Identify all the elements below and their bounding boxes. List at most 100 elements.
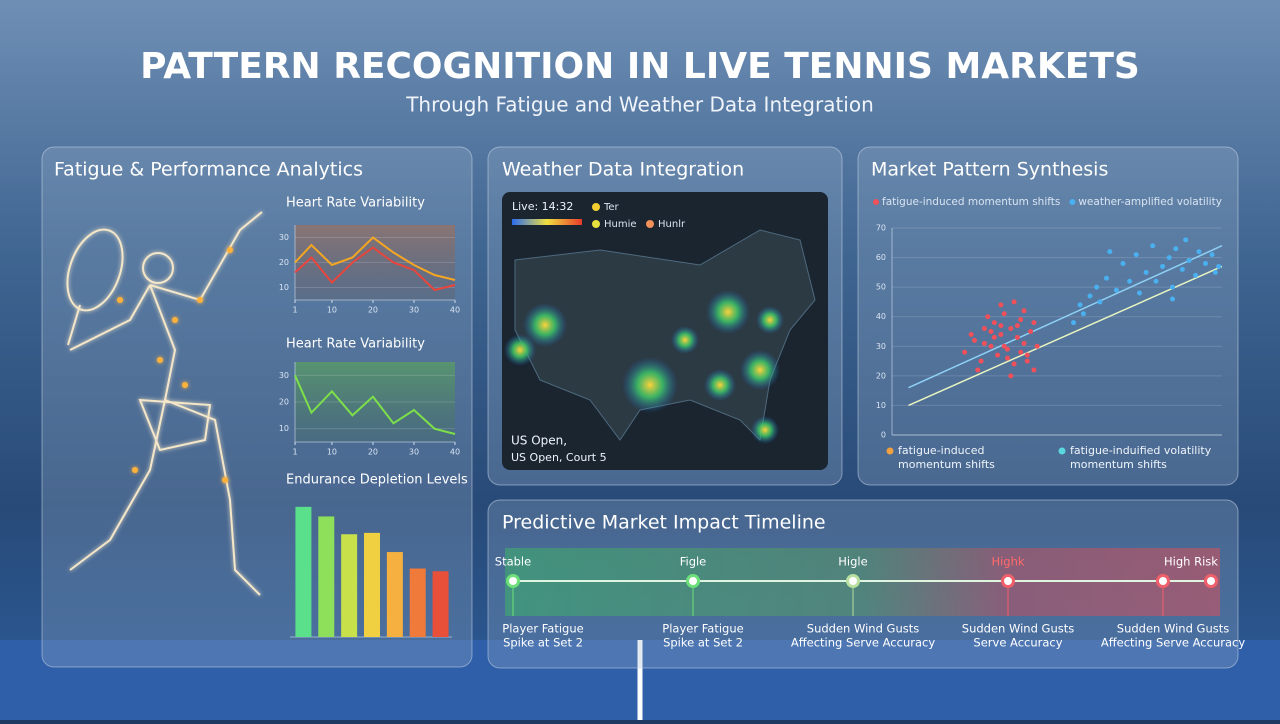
stage-marker xyxy=(846,574,860,588)
panel-title: Market Pattern Synthesis xyxy=(871,159,1108,181)
legend-dot xyxy=(886,447,894,455)
weather-legend: Ter xyxy=(603,202,620,213)
venue: US Open, xyxy=(511,434,567,448)
scatter-point xyxy=(1021,308,1027,314)
scatter-point xyxy=(1137,290,1142,296)
line-series xyxy=(294,246,456,292)
weather-scale xyxy=(512,219,582,225)
scatter-point xyxy=(1080,311,1086,317)
scatter-point xyxy=(1008,373,1014,379)
legend-dot xyxy=(592,203,600,211)
stage-event: Affecting Serve Accuracy xyxy=(791,636,935,650)
scatter-point xyxy=(1034,343,1040,349)
player-figure xyxy=(66,211,263,596)
weather-time: Live: 14:32 xyxy=(512,200,573,213)
x-tick-label: 30 xyxy=(409,448,419,457)
scatter-point xyxy=(968,331,974,337)
scatter-point xyxy=(1166,255,1172,261)
stage-event: Player Fatigue xyxy=(662,622,743,636)
scatter-point xyxy=(985,314,991,320)
y-tick-label: 10 xyxy=(876,401,886,410)
bar xyxy=(364,532,380,637)
scatter-point xyxy=(1143,269,1149,275)
y-tick-label: 50 xyxy=(876,283,886,292)
bar xyxy=(409,568,426,637)
legend-dot xyxy=(1058,447,1066,455)
scatter-point xyxy=(1018,317,1024,323)
scatter-point xyxy=(998,331,1004,337)
y-tick-label: 10 xyxy=(279,424,289,433)
scatter-point xyxy=(998,323,1004,329)
scatter-point xyxy=(1094,284,1100,290)
scatter-point xyxy=(1133,252,1139,258)
trend-line xyxy=(908,265,1223,407)
legend-dot xyxy=(873,199,879,205)
y-tick-label: 70 xyxy=(876,224,886,233)
page-subtitle: Through Fatigue and Weather Data Integra… xyxy=(405,93,874,117)
stage-label: High Risk xyxy=(1164,555,1218,569)
bar xyxy=(318,516,335,637)
y-tick-label: 20 xyxy=(876,371,886,380)
stage-marker xyxy=(1001,574,1015,588)
scatter-point xyxy=(962,349,968,355)
scatter-point xyxy=(981,340,987,346)
scatter-point xyxy=(998,302,1004,308)
map-heat xyxy=(504,290,784,444)
scatter-point xyxy=(991,320,997,326)
trend-line xyxy=(908,245,1223,389)
scatter-point xyxy=(991,334,997,340)
scatter-point xyxy=(1011,299,1017,305)
stage-event: Player Fatigue xyxy=(502,622,583,636)
scatter-point xyxy=(1071,320,1076,326)
scatter-point xyxy=(1077,302,1083,308)
legend-label: fatigue-induified volatility momentum shi… xyxy=(1070,444,1212,471)
chart-title: Endurance Depletion Levels xyxy=(286,473,468,488)
y-tick-label: 60 xyxy=(876,253,886,262)
scatter-point xyxy=(1196,249,1202,255)
scatter-point xyxy=(1008,326,1014,332)
panel-title: Fatigue & Performance Analytics xyxy=(54,159,363,181)
line-series xyxy=(294,236,456,281)
weather-legend: Humie xyxy=(604,219,637,230)
scatter-point xyxy=(1011,361,1017,367)
legend-label: fatigue-induced momentum shifts xyxy=(882,196,1060,208)
scatter-point xyxy=(1170,296,1175,302)
scatter-point xyxy=(981,326,987,332)
x-tick-label: 20 xyxy=(368,448,378,457)
legend-label: fatigue-induced momentum shifts xyxy=(898,444,995,471)
plot-area xyxy=(295,225,455,300)
stage-event: Affecting Serve Accuracy xyxy=(1101,636,1245,650)
scatter-point xyxy=(1014,334,1020,340)
scatter-point xyxy=(1005,346,1010,352)
scatter-point xyxy=(1186,258,1192,264)
scatter-point xyxy=(995,352,1001,358)
scatter-point xyxy=(1173,246,1179,252)
bar xyxy=(432,571,449,637)
scatter-point xyxy=(975,367,981,373)
scatter-point xyxy=(988,329,994,334)
bar xyxy=(386,552,403,637)
scatter-point xyxy=(1031,367,1037,373)
scatter-point xyxy=(1097,299,1103,305)
scatter-point xyxy=(1216,263,1222,269)
y-tick-label: 20 xyxy=(279,398,289,407)
y-tick-label: 0 xyxy=(881,431,886,440)
scatter-point xyxy=(1153,278,1159,284)
scatter-point xyxy=(1209,252,1215,258)
scatter-point xyxy=(1183,237,1189,243)
legend-dot xyxy=(592,220,600,228)
scatter-point xyxy=(1024,358,1030,364)
scatter-point xyxy=(1028,329,1034,334)
x-tick-label: 20 xyxy=(368,306,378,315)
scatter-point xyxy=(988,343,994,349)
scatter-point xyxy=(1193,272,1199,278)
stage-marker xyxy=(1156,574,1170,588)
x-tick-label: 10 xyxy=(327,306,337,315)
x-tick-label: 1 xyxy=(292,306,297,315)
stage-label: Higle xyxy=(838,555,867,569)
stage-event: Serve Accuracy xyxy=(973,636,1062,650)
y-tick-label: 30 xyxy=(279,371,289,380)
stage-event: Spike at Set 2 xyxy=(503,636,583,650)
